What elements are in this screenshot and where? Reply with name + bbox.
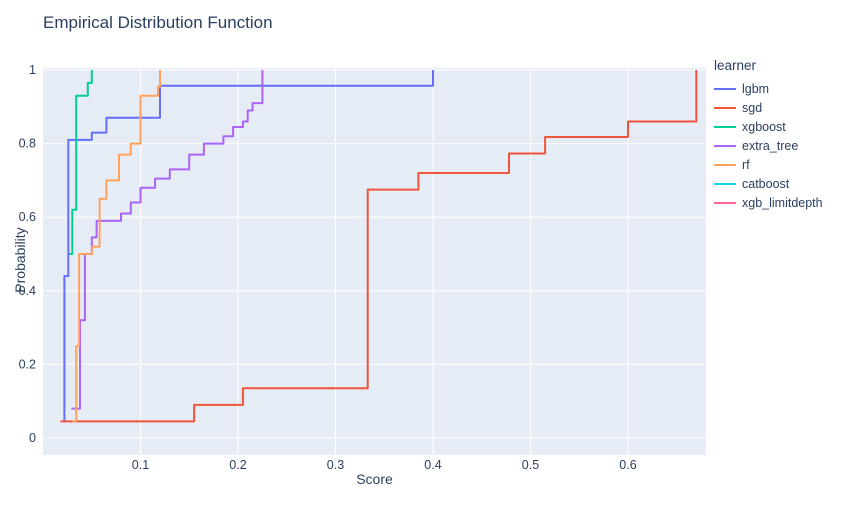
series-line-sgd[interactable] bbox=[60, 70, 698, 423]
legend-item-label: xgboost bbox=[742, 119, 786, 134]
legend-line-swatch-icon bbox=[714, 201, 736, 204]
legend-line-swatch-icon bbox=[714, 106, 736, 109]
y-tick-label: 0.4 bbox=[19, 284, 36, 298]
legend-line-swatch-icon bbox=[714, 163, 736, 166]
legend-item-label: lgbm bbox=[742, 81, 770, 96]
legend-line-swatch-icon bbox=[714, 125, 736, 128]
legend-item-label: extra_tree bbox=[742, 138, 799, 153]
y-axis-title: Probability bbox=[12, 227, 28, 293]
legend-line-swatch-icon bbox=[714, 182, 736, 185]
x-tick-label: 0.5 bbox=[522, 458, 539, 472]
x-axis-title: Score bbox=[356, 471, 393, 487]
series-line-rf[interactable] bbox=[72, 70, 161, 423]
legend-item-xgb_limitdepth[interactable]: xgb_limitdepth bbox=[714, 193, 823, 212]
legend-item-label: rf bbox=[742, 157, 750, 172]
legend-line-swatch-icon bbox=[714, 144, 736, 147]
legend-item-label: catboost bbox=[742, 176, 790, 191]
y-tick-label: 0.6 bbox=[19, 210, 36, 224]
x-tick-label: 0.4 bbox=[424, 458, 441, 472]
plot-background bbox=[43, 68, 706, 455]
x-tick-label: 0.3 bbox=[327, 458, 344, 472]
x-tick-label: 0.2 bbox=[229, 458, 246, 472]
legend-item-catboost[interactable]: catboost bbox=[714, 174, 823, 193]
legend-item-rf[interactable]: rf bbox=[714, 155, 823, 174]
y-tick-label: 0.8 bbox=[19, 137, 36, 151]
legend-item-extra_tree[interactable]: extra_tree bbox=[714, 136, 823, 155]
series-line-extra_tree[interactable] bbox=[71, 70, 264, 410]
y-tick-label: 1 bbox=[29, 63, 36, 77]
legend-item-sgd[interactable]: sgd bbox=[714, 98, 823, 117]
legend-item-label: xgb_limitdepth bbox=[742, 195, 823, 210]
legend-item-label: sgd bbox=[742, 100, 763, 115]
x-tick-label: 0.6 bbox=[619, 458, 636, 472]
legend-item-lgbm[interactable]: lgbm bbox=[714, 79, 823, 98]
legend-line-swatch-icon bbox=[714, 87, 736, 90]
chart-title: Empirical Distribution Function bbox=[43, 13, 273, 32]
legend-title: learner bbox=[714, 58, 757, 73]
y-tick-label: 0.2 bbox=[19, 357, 36, 371]
y-tick-label: 0 bbox=[29, 431, 36, 445]
legend-item-xgboost[interactable]: xgboost bbox=[714, 117, 823, 136]
series-line-xgboost[interactable] bbox=[69, 70, 93, 255]
x-tick-label: 0.1 bbox=[132, 458, 149, 472]
